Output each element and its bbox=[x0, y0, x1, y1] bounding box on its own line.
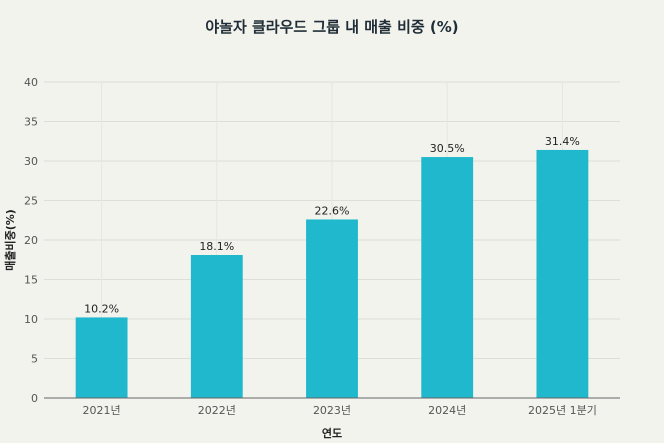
y-tick-label: 10 bbox=[24, 313, 38, 326]
bar bbox=[190, 255, 243, 398]
data-label: 31.4% bbox=[545, 135, 580, 148]
bars bbox=[75, 149, 589, 398]
y-axis-ticks: 0 5 10 15 20 25 30 35 40 bbox=[24, 76, 38, 405]
x-tick-label: 2023년 bbox=[313, 404, 351, 417]
data-label: 18.1% bbox=[199, 240, 234, 253]
y-tick-label: 30 bbox=[24, 155, 38, 168]
x-tick-label: 2022년 bbox=[198, 404, 236, 417]
x-axis-title: 연도 bbox=[322, 426, 342, 440]
y-tick-label: 35 bbox=[24, 116, 38, 129]
x-axis-ticks: 2021년 2022년 2023년 2024년 2025년 1분기 bbox=[83, 404, 597, 417]
bar bbox=[306, 219, 358, 398]
bar bbox=[421, 157, 474, 398]
data-labels: 10.2% 18.1% 22.6% 30.5% 31.4% bbox=[84, 135, 580, 315]
data-label: 10.2% bbox=[84, 302, 119, 315]
data-label: 30.5% bbox=[430, 142, 465, 155]
y-axis-title: 매출비중(%) bbox=[3, 209, 17, 271]
y-tick-label: 5 bbox=[31, 353, 38, 366]
y-tick-label: 40 bbox=[24, 76, 38, 89]
y-tick-label: 25 bbox=[24, 195, 38, 208]
x-tick-label: 2021년 bbox=[83, 404, 121, 417]
y-tick-label: 15 bbox=[24, 274, 38, 287]
x-tick-label: 2024년 bbox=[428, 404, 466, 417]
y-tick-label: 20 bbox=[24, 234, 38, 247]
y-tick-label: 0 bbox=[31, 392, 38, 405]
chart-title: 야놀자 클라우드 그룹 내 매출 비중 (%) bbox=[205, 18, 458, 36]
x-tick-label: 2025년 1분기 bbox=[528, 404, 597, 417]
bar bbox=[536, 149, 589, 398]
bar bbox=[75, 317, 128, 398]
data-label: 22.6% bbox=[315, 204, 350, 217]
